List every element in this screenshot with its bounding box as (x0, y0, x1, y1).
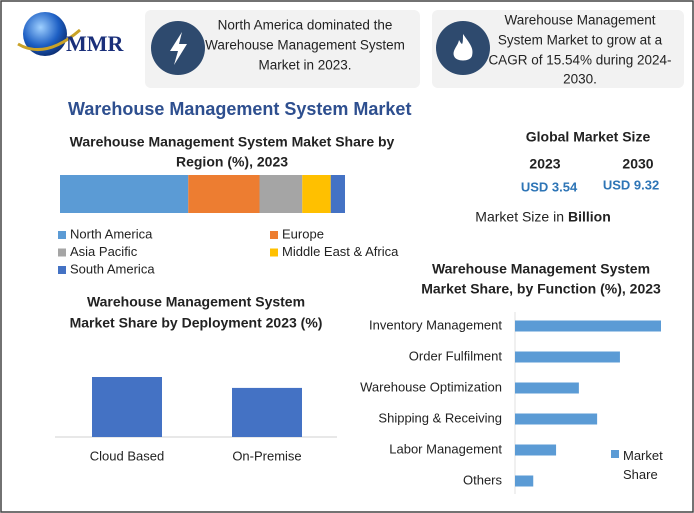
bar (515, 413, 598, 425)
legend-swatch (270, 231, 278, 239)
bolt-icon (170, 32, 187, 65)
size-value: USD 9.32 (603, 177, 659, 192)
chart-title: Warehouse Management System (432, 261, 650, 277)
y-tick-label: Shipping & Receiving (378, 410, 502, 425)
size-unit-prefix: Market Size in (475, 209, 564, 225)
chart-title: Market Share by Deployment 2023 (%) (70, 315, 323, 331)
legend-label: Asia Pacific (70, 244, 138, 259)
bar-segment (188, 175, 260, 213)
note-text: Market in 2023. (258, 58, 351, 73)
bar-segment (60, 175, 189, 213)
brand: MMR (66, 31, 125, 56)
note-box (432, 10, 684, 88)
bar-segment (259, 175, 303, 213)
legend-label: Middle East & Africa (282, 244, 399, 259)
logo-swoosh (17, 28, 81, 52)
legend-label: South America (70, 261, 155, 276)
bar (515, 382, 579, 394)
legend-label: Europe (282, 226, 324, 241)
legend-swatch (611, 450, 619, 458)
note-text: Warehouse Management (504, 13, 655, 28)
size-unit: Billion (568, 209, 611, 225)
flame-icon (453, 34, 473, 61)
size-year: 2030 (622, 156, 653, 172)
y-tick-label: Labor Management (389, 441, 502, 456)
legend-label: North America (70, 226, 153, 241)
bar (515, 351, 620, 363)
legend-swatch (58, 248, 66, 257)
bar-segment (302, 175, 331, 213)
bar (515, 444, 557, 456)
chart-title: Region (%), 2023 (176, 154, 288, 170)
legend-label: Market Share (623, 448, 663, 482)
y-tick-label: Inventory Management (369, 317, 502, 332)
size-title: Global Market Size (526, 129, 651, 145)
note-text: CAGR of 15.54% during 2024- (488, 53, 671, 68)
x-tick-label: Cloud Based (90, 448, 164, 463)
y-tick-label: Warehouse Optimization (360, 379, 502, 394)
chart-title: Warehouse Management System Maket Share … (70, 134, 395, 150)
legend-swatch (58, 266, 66, 274)
legend-swatch (58, 231, 66, 239)
size-year: 2023 (529, 156, 560, 172)
legend-swatch (270, 248, 278, 257)
bar (232, 387, 302, 437)
bar (515, 320, 661, 332)
chart-title: Market Share, by Function (%), 2023 (421, 281, 661, 297)
x-tick-label: On-Premise (232, 448, 301, 463)
note-box (145, 10, 420, 88)
bar (92, 377, 162, 437)
chart-title: Warehouse Management System (87, 294, 305, 310)
size-value: USD 3.54 (521, 179, 578, 194)
bar-segment (330, 175, 345, 213)
page-title: Warehouse Management System Market (68, 99, 411, 119)
note-text: System Market to grow at a (498, 33, 663, 48)
note-text: North America dominated the (218, 18, 393, 33)
note-text: Warehouse Management System (205, 38, 405, 53)
y-tick-label: Order Fulfilment (409, 348, 503, 363)
note-text: 2030. (563, 72, 597, 87)
bar (515, 475, 534, 487)
y-tick-label: Others (463, 472, 503, 487)
